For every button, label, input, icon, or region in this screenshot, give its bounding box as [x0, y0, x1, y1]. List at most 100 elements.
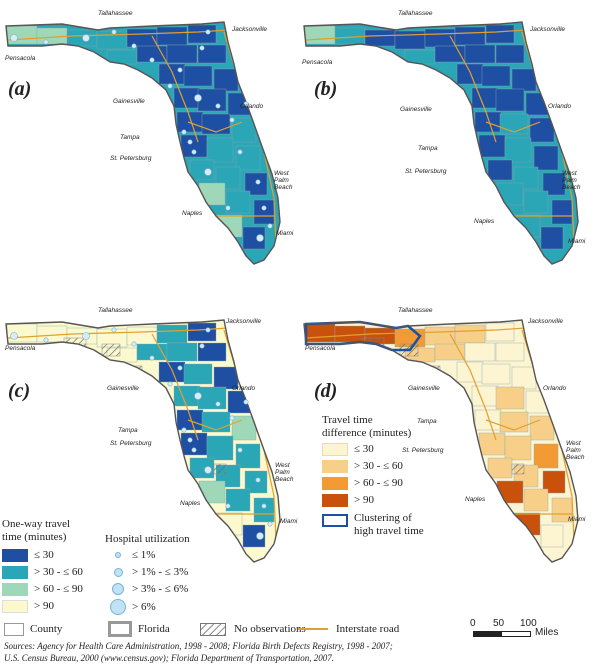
hospital-dot — [199, 45, 205, 51]
city-west-palm-beach: West Palm Beach — [274, 170, 293, 191]
map-panel-b: (b) — [300, 2, 592, 302]
florida-outline — [303, 319, 579, 563]
hospital-dot — [225, 503, 231, 509]
hospital-dot — [205, 327, 211, 333]
hospital-dot — [43, 39, 49, 45]
interstate-swatch — [298, 628, 328, 630]
hospital-dot — [204, 466, 212, 474]
city-pensacola: Pensacola — [305, 345, 336, 352]
city-st-petersburg: St. Petersburg — [402, 447, 444, 454]
city-orlando: Orlando — [543, 385, 567, 392]
city-west-palm-beach: West Palm Beach — [566, 440, 585, 461]
no-observations-legend: No observations — [200, 619, 306, 639]
hospital-dot — [204, 168, 212, 176]
hospital-dot — [261, 503, 267, 509]
scale-tick-100: 100 — [520, 618, 537, 629]
hospital-dot — [229, 117, 235, 123]
city-miami: Miami — [568, 238, 586, 245]
city-jacksonville: Jacksonville — [528, 318, 564, 325]
panel-label-d: (d) — [314, 380, 338, 402]
city-st-petersburg: St. Petersburg — [405, 168, 447, 175]
hospital-dot — [167, 83, 173, 89]
florida-outline — [5, 319, 281, 563]
diff-legend-title: Travel time difference (minutes) — [322, 414, 412, 439]
hospital-dot — [205, 29, 211, 35]
county-legend: County — [4, 619, 62, 639]
city-st-petersburg: St. Petersburg — [110, 155, 152, 162]
scale-tick-50: 50 — [493, 618, 505, 629]
hospital-dot — [256, 532, 264, 540]
utilization-row-3: > 3% - ≤ 6% — [108, 582, 188, 596]
hospital-dot — [267, 521, 273, 527]
hospital-dot — [215, 401, 221, 407]
city-miami: Miami — [568, 516, 586, 523]
cluster-legend-row: Clustering of high travel time — [322, 512, 424, 540]
city-west-palm-beach: West Palm Beach — [562, 170, 581, 191]
hospital-dot — [191, 149, 197, 155]
hospital-dot — [111, 29, 117, 35]
florida-map-a — [5, 21, 281, 265]
travel-legend-row-4: > 90 — [2, 599, 54, 613]
city-tallahassee: Tallahassee — [98, 307, 133, 314]
diff-swatch-3 — [322, 476, 348, 490]
hospital-dot — [229, 415, 235, 421]
city-pensacola: Pensacola — [5, 55, 36, 62]
scale-tick-0: 0 — [470, 618, 476, 629]
map-panel-a: (a) — [2, 2, 294, 302]
city-west-palm-beach: West Palm Beach — [275, 462, 294, 483]
florida-legend: Florida — [108, 619, 170, 639]
cluster-swatch — [322, 514, 348, 527]
florida-map-d — [303, 319, 579, 563]
travel-swatch-2 — [2, 565, 28, 579]
hospital-dot — [167, 381, 173, 387]
city-tampa: Tampa — [118, 427, 138, 434]
city-gainesville: Gainesville — [400, 106, 432, 113]
travel-legend-row-1: ≤ 30 — [2, 548, 54, 562]
utilization-dot-1 — [115, 552, 121, 558]
hospital-dot — [267, 223, 273, 229]
florida-map-b — [303, 21, 579, 265]
hospital-dot — [237, 447, 243, 453]
travel-legend-row-2: > 30 - ≤ 60 — [2, 565, 83, 579]
hospital-dot — [111, 327, 117, 333]
hospital-dot — [261, 205, 267, 211]
florida-outline — [5, 21, 281, 265]
city-tampa: Tampa — [120, 134, 140, 141]
hospital-dot — [256, 234, 264, 242]
hospital-dot — [199, 343, 205, 349]
utilization-dot-3 — [112, 583, 124, 595]
hospital-dot — [194, 392, 202, 400]
utilization-legend-title: Hospital utilization — [105, 533, 190, 545]
hospital-dot — [177, 365, 183, 371]
travel-swatch-1 — [2, 548, 28, 562]
city-pensacola: Pensacola — [5, 345, 36, 352]
hospital-dot — [149, 355, 155, 361]
hospital-dot — [187, 139, 193, 145]
hospital-dot — [187, 437, 193, 443]
hospital-dot — [215, 103, 221, 109]
hatch-swatch — [200, 622, 226, 636]
city-tampa: Tampa — [418, 145, 438, 152]
city-pensacola: Pensacola — [302, 59, 333, 66]
hospital-dot — [237, 149, 243, 155]
utilization-dot-4 — [110, 599, 126, 615]
city-gainesville: Gainesville — [113, 98, 145, 105]
hospital-dot — [191, 447, 197, 453]
utilization-dot-2 — [113, 567, 123, 577]
hospital-dot — [243, 101, 249, 107]
city-naples: Naples — [474, 218, 495, 225]
city-orlando: Orlando — [548, 103, 572, 110]
map-panel-d: (d) — [300, 300, 592, 600]
city-orlando: Orlando — [232, 385, 256, 392]
city-miami: Miami — [280, 518, 298, 525]
sources-note: Sources: Agency for Health Care Administ… — [4, 641, 393, 663]
city-gainesville: Gainesville — [107, 385, 139, 392]
travel-swatch-4 — [2, 599, 28, 613]
hospital-dot — [255, 179, 261, 185]
diff-swatch-4 — [322, 493, 348, 507]
scale-unit: Miles — [535, 627, 559, 638]
city-tallahassee: Tallahassee — [398, 307, 433, 314]
city-tallahassee: Tallahassee — [98, 10, 133, 17]
hospital-dot — [194, 94, 202, 102]
city-tallahassee: Tallahassee — [398, 10, 433, 17]
